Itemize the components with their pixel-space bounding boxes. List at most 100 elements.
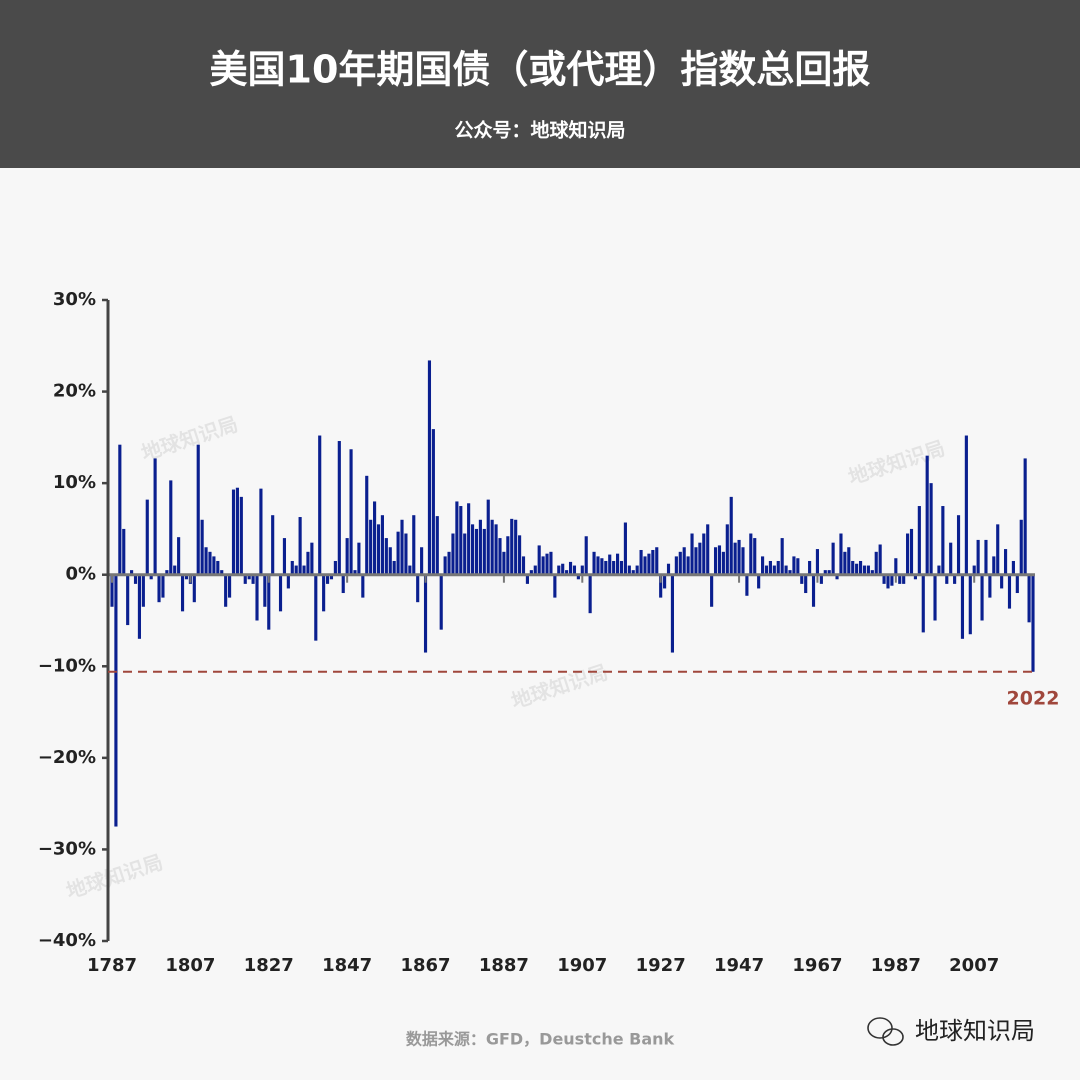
source: 数据来源：GFD，Deustche Bank xyxy=(406,1030,675,1049)
bar xyxy=(780,538,784,575)
bar xyxy=(710,574,714,607)
bar xyxy=(286,574,290,589)
bar xyxy=(788,570,792,575)
bar xyxy=(447,551,451,575)
y-tick-label: −10% xyxy=(38,655,96,676)
bar xyxy=(357,542,361,575)
bar xyxy=(972,565,976,575)
bar xyxy=(478,519,482,575)
subtitle: 公众号：地球知识局 xyxy=(454,119,625,142)
bar xyxy=(228,574,232,598)
bar xyxy=(345,538,349,575)
bar xyxy=(251,574,255,584)
bar xyxy=(130,570,134,575)
bar xyxy=(145,499,149,575)
bar xyxy=(682,547,686,575)
bar xyxy=(318,435,322,575)
bar xyxy=(482,528,486,575)
bar xyxy=(902,574,906,584)
bar xyxy=(470,524,475,575)
bar xyxy=(992,556,996,575)
bar xyxy=(306,551,310,575)
bar xyxy=(353,570,357,575)
x-tick-label: 1807 xyxy=(165,955,215,976)
bar xyxy=(259,488,263,575)
bar xyxy=(376,524,381,575)
bar xyxy=(341,574,345,594)
bar xyxy=(858,560,863,575)
bar xyxy=(439,574,443,630)
bar xyxy=(968,574,972,635)
bar xyxy=(380,515,384,575)
bar xyxy=(239,496,243,575)
bar xyxy=(518,535,522,575)
bar xyxy=(455,501,459,575)
bar xyxy=(686,556,690,575)
bar xyxy=(674,556,678,575)
bar xyxy=(388,547,392,575)
bar xyxy=(161,574,165,598)
bar xyxy=(165,570,169,575)
bar xyxy=(204,547,208,575)
bar xyxy=(133,574,138,584)
bar xyxy=(592,551,596,575)
bar xyxy=(616,553,620,575)
bar xyxy=(917,506,921,575)
bar xyxy=(408,565,412,575)
bar xyxy=(925,455,929,575)
bar xyxy=(964,435,968,575)
bar xyxy=(212,556,216,575)
y-tick-label: 10% xyxy=(53,472,96,493)
bar xyxy=(878,544,882,575)
bar xyxy=(157,574,161,603)
bar xyxy=(800,574,804,584)
bar xyxy=(792,556,796,575)
bar xyxy=(525,574,529,584)
bar xyxy=(568,561,573,575)
bar xyxy=(467,503,471,575)
bar xyxy=(804,574,808,594)
bar xyxy=(764,565,769,575)
bar xyxy=(768,560,772,575)
bar xyxy=(808,560,812,575)
bar xyxy=(733,542,737,575)
bar xyxy=(200,519,204,575)
bar xyxy=(521,556,526,575)
bar xyxy=(717,545,722,575)
bar xyxy=(847,547,851,575)
bar xyxy=(757,574,761,589)
bar xyxy=(192,574,196,603)
bar xyxy=(494,524,498,575)
bar xyxy=(827,570,831,575)
header-band xyxy=(0,0,1080,168)
bar xyxy=(953,574,957,584)
bar xyxy=(486,499,490,575)
bar xyxy=(529,570,533,575)
bar xyxy=(608,554,612,575)
bar xyxy=(474,528,479,575)
bar xyxy=(404,533,408,575)
bar xyxy=(322,574,326,612)
bar xyxy=(443,556,447,575)
y-tick-label: −40% xyxy=(38,930,96,951)
bar xyxy=(909,528,914,575)
bar xyxy=(561,563,565,575)
bar xyxy=(314,574,318,641)
bar xyxy=(945,574,949,584)
x-tick-label: 1927 xyxy=(636,955,686,976)
bar xyxy=(1015,574,1019,594)
x-tick-label: 1867 xyxy=(400,955,450,976)
bar xyxy=(635,565,639,575)
bar xyxy=(349,449,353,575)
bar xyxy=(1011,560,1015,575)
bar xyxy=(960,574,965,639)
bar xyxy=(870,570,874,575)
x-tick-label: 2007 xyxy=(949,955,999,976)
logo-text: 地球知识局 xyxy=(915,1017,1035,1045)
y-tick-label: 30% xyxy=(53,289,96,310)
bar xyxy=(580,565,584,575)
bar xyxy=(110,574,114,607)
bar xyxy=(976,539,980,575)
bar xyxy=(396,531,400,575)
